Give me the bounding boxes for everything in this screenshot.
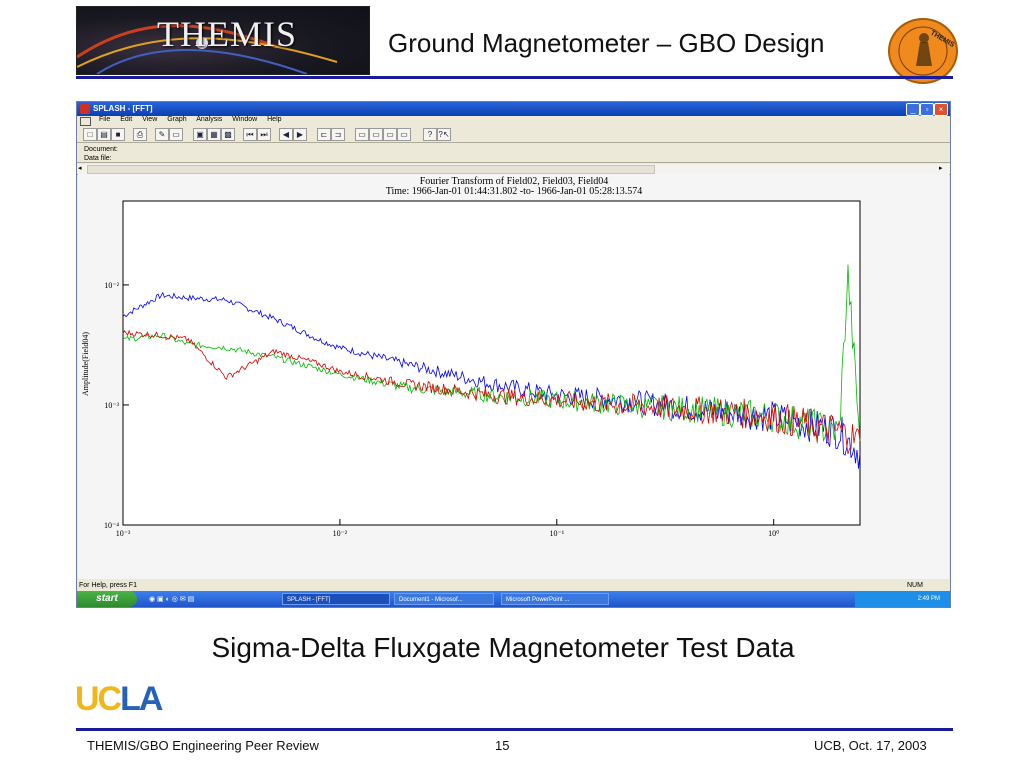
slide-caption: Sigma-Delta Fluxgate Magnetometer Test D… (211, 632, 795, 663)
eraser-icon[interactable]: ▭ (169, 128, 183, 141)
menu-help[interactable]: Help (267, 116, 282, 123)
series-line-1 (122, 264, 861, 444)
scroll-thumb[interactable] (87, 165, 655, 174)
clock[interactable]: 2:49 PM (917, 596, 940, 602)
ucla-logo: UCLA (75, 680, 163, 718)
tile-icon[interactable]: ▦ (207, 128, 221, 141)
fft-chart: Fourier Transform of Field02, Field03, F… (81, 176, 861, 538)
window-title: SPLASH - [FFT] (93, 104, 153, 113)
y-tick-label: 10⁻³ (104, 401, 119, 410)
grid-icon[interactable]: ▩ (221, 128, 235, 141)
help-icon[interactable]: ? (423, 128, 437, 141)
print-icon[interactable]: ⎙ (133, 128, 147, 141)
medallion-figure: THEMIS (898, 26, 956, 76)
menu-bar: File Edit View Graph Analysis Window Hel… (77, 116, 950, 126)
context-help-icon[interactable]: ?↖ (437, 128, 451, 141)
task-splash-label: SPLASH - [FFT] (287, 597, 331, 603)
open-folder-icon[interactable]: ▤ (97, 128, 111, 141)
x-tick-label: 10⁻³ (116, 529, 131, 538)
y-tick-label: 10⁻⁴ (104, 521, 119, 530)
start-label: start (96, 593, 118, 604)
document-info: Document: Data file: (77, 143, 950, 163)
status-num: NUM (907, 582, 923, 589)
edit-icon[interactable]: ✎ (155, 128, 169, 141)
new-file-icon[interactable]: □ (83, 128, 97, 141)
task-powerpoint[interactable]: Microsoft PowerPoint ... (501, 593, 609, 605)
panel-4-icon[interactable]: ▭ (397, 128, 411, 141)
footer-left: THEMIS/GBO Engineering Peer Review (87, 738, 319, 753)
y-axis-label: Amplitude(Field04) (81, 332, 90, 396)
status-bar: For Help, press F1 NUM (77, 580, 950, 591)
themis-logo: THEMIS (76, 6, 370, 75)
quicklaunch-icons[interactable]: ◉ ▣ ◐ ◎ ✉ ▤ (149, 596, 195, 603)
menu-file[interactable]: File (98, 116, 111, 123)
first-icon[interactable]: ⏮ (243, 128, 257, 141)
series-line-2 (122, 329, 861, 455)
data-file-label: Data file: (84, 155, 112, 162)
window-view-icon[interactable]: ▣ (193, 128, 207, 141)
next-icon[interactable]: ▶ (293, 128, 307, 141)
themis-medallion: THEMIS (888, 18, 958, 84)
logo-wordmark: THEMIS (157, 14, 297, 54)
task-ppt-label: Microsoft PowerPoint ... (506, 597, 570, 603)
minimize-button[interactable]: _ (906, 103, 920, 116)
taskbar: start ◉ ▣ ◐ ◎ ✉ ▤ SPLASH - [FFT] Documen… (77, 591, 950, 607)
menu-edit[interactable]: Edit (120, 116, 133, 123)
close-button[interactable]: × (934, 103, 948, 116)
menu-window[interactable]: Window (232, 116, 258, 123)
panel-3-icon[interactable]: ▭ (383, 128, 397, 141)
prev-icon[interactable]: ◀ (279, 128, 293, 141)
x-tick-label: 10⁻² (333, 529, 348, 538)
save-icon[interactable]: ■ (111, 128, 125, 141)
panel-1-icon[interactable]: ▭ (355, 128, 369, 141)
system-tray: 2:49 PM (855, 591, 950, 607)
medallion-label: THEMIS (929, 30, 956, 49)
chart-subtitle: Time: 1966-Jan-01 01:44:31.802 -to- 1966… (386, 186, 643, 197)
splash-window: SPLASH - [FFT] _ ▫ × File Edit View Grap… (76, 101, 951, 608)
y-tick-label: 10⁻² (104, 281, 119, 290)
x-tick-label: 10⁰ (768, 529, 779, 538)
page-number: 15 (495, 738, 510, 753)
magnetosphere-graphic (77, 24, 338, 74)
doc-icon (80, 117, 91, 126)
shrink-icon[interactable]: ⊏ (317, 128, 331, 141)
task-splash[interactable]: SPLASH - [FFT] (282, 593, 390, 605)
footer-right: UCB, Oct. 17, 2003 (814, 738, 927, 753)
chart-title: Fourier Transform of Field02, Field03, F… (420, 176, 609, 187)
x-tick-label: 10⁻¹ (549, 529, 564, 538)
plot-area: Fourier Transform of Field02, Field03, F… (78, 174, 949, 579)
menu-view[interactable]: View (142, 116, 158, 123)
slide-title: Ground Magnetometer – GBO Design (388, 28, 825, 58)
menu-analysis[interactable]: Analysis (196, 116, 223, 123)
task-word[interactable]: Document1 - Microsof... (394, 593, 494, 605)
window-titlebar[interactable]: SPLASH - [FFT] _ ▫ × (77, 102, 950, 116)
start-button[interactable]: start (77, 591, 137, 607)
scroll-left-icon[interactable]: ◂ (78, 165, 82, 172)
maximize-button[interactable]: ▫ (920, 103, 934, 116)
series-line-0 (122, 291, 861, 469)
panel-2-icon[interactable]: ▭ (369, 128, 383, 141)
task-word-label: Document1 - Microsof... (399, 597, 463, 603)
expand-icon[interactable]: ⊐ (331, 128, 345, 141)
last-icon[interactable]: ⏭ (257, 128, 271, 141)
plot-frame (122, 200, 861, 526)
header-divider (76, 76, 953, 79)
document-label: Document: (84, 146, 118, 153)
app-icon (80, 104, 90, 114)
toolbar: □ ▤ ■ ⎙ ✎ ▭ ▣ ▦ ▩ ⏮ ⏭ ◀ ▶ ⊏ ⊐ ▭ ▭ ▭ ▭ ? … (77, 126, 950, 143)
footer-divider (76, 728, 953, 731)
status-help: For Help, press F1 (79, 582, 137, 589)
scroll-right-icon[interactable]: ▸ (939, 165, 943, 172)
menu-graph[interactable]: Graph (167, 116, 187, 123)
